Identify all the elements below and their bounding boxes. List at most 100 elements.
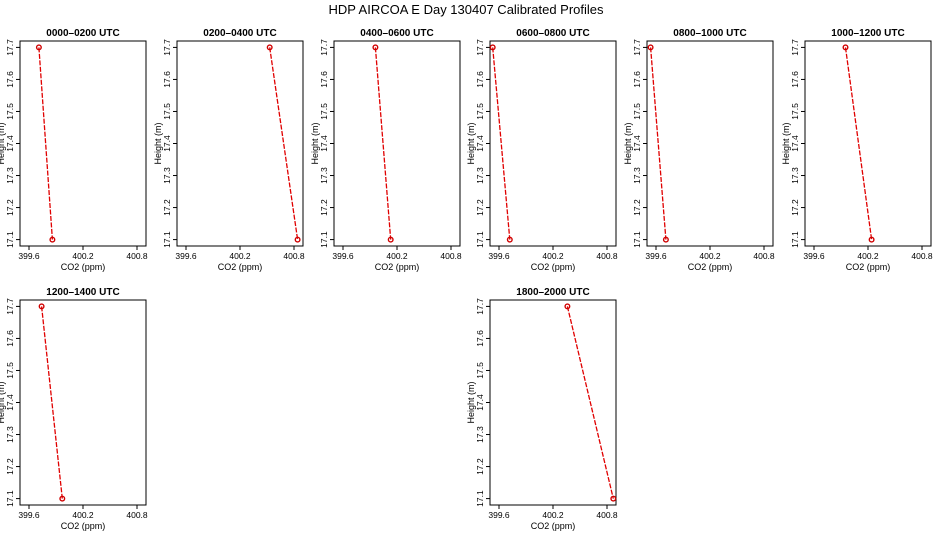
y-tick-label: 17.5 <box>632 103 642 120</box>
y-tick-label: 17.3 <box>319 167 329 184</box>
y-tick-label: 17.2 <box>5 199 15 216</box>
panel-frame <box>489 299 617 506</box>
y-tick-label: 17.3 <box>632 167 642 184</box>
x-tick-label: 400.2 <box>542 251 564 261</box>
x-tick-label: 400.8 <box>753 251 775 261</box>
profile-line <box>566 306 614 499</box>
y-tick-label: 17.7 <box>5 39 15 56</box>
x-tick-label: 399.6 <box>332 251 354 261</box>
panels-group: 0000–0200 UTC 399.6 400.2 400.8 CO2 (ppm) 17.… <box>0 28 933 531</box>
panel-title: 0000–0200 UTC <box>46 28 119 39</box>
y-tick-label: 17.5 <box>790 103 800 120</box>
x-axis-label: CO2 (ppm) <box>61 262 106 272</box>
y-tick-label: 17.6 <box>790 71 800 88</box>
y-tick-label: 17.7 <box>475 298 485 315</box>
data-point <box>59 495 66 502</box>
y-tick-label: 17.6 <box>162 71 172 88</box>
y-tick-label: 17.6 <box>632 71 642 88</box>
data-point <box>294 236 301 243</box>
data-point <box>647 44 654 51</box>
data-point <box>564 303 571 310</box>
x-tick-label: 399.6 <box>488 510 510 520</box>
x-tick-label: 399.6 <box>645 251 667 261</box>
panel-5: 1000–1200 UTC 399.6 400.2 400.8 CO2 (ppm) 17.… <box>781 28 933 272</box>
data-point <box>38 303 45 310</box>
x-tick-label: 399.6 <box>803 251 825 261</box>
y-tick-label: 17.7 <box>790 39 800 56</box>
y-tick-label: 17.2 <box>475 199 485 216</box>
data-point <box>868 236 875 243</box>
panel-frame <box>646 40 774 247</box>
panel-title: 1200–1400 UTC <box>46 287 119 298</box>
y-tick-label: 17.4 <box>319 135 329 152</box>
y-tick-label: 17.1 <box>475 231 485 248</box>
y-tick-label: 17.5 <box>162 103 172 120</box>
profile-line <box>492 47 511 240</box>
y-tick-label: 17.3 <box>475 167 485 184</box>
x-axis-label: CO2 (ppm) <box>688 262 733 272</box>
panel-6: 1200–1400 UTC 399.6 400.2 400.8 CO2 (ppm) 17.… <box>0 287 148 531</box>
y-tick-label: 17.6 <box>319 71 329 88</box>
panel-1: 0200–0400 UTC 399.6 400.2 400.8 CO2 (ppm) 17.… <box>153 28 305 272</box>
profile-line <box>844 47 873 240</box>
y-tick-label: 17.3 <box>5 167 15 184</box>
profile-line <box>269 47 299 240</box>
panel-0: 0000–0200 UTC 399.6 400.2 400.8 CO2 (ppm) 17.… <box>0 28 148 272</box>
panel-title: 1800–2000 UTC <box>516 287 589 298</box>
data-point <box>842 44 849 51</box>
data-point <box>266 44 273 51</box>
x-tick-label: 400.2 <box>386 251 408 261</box>
x-tick-label: 400.8 <box>126 510 148 520</box>
panel-frame <box>19 40 147 247</box>
y-axis-label: Height (m) <box>0 122 6 164</box>
x-tick-label: 400.2 <box>699 251 721 261</box>
y-tick-label: 17.5 <box>5 103 15 120</box>
y-tick-label: 17.4 <box>5 394 15 411</box>
panel-4: 0800–1000 UTC 399.6 400.2 400.8 CO2 (ppm) 17.… <box>623 28 775 272</box>
y-axis-label: Height (m) <box>310 122 320 164</box>
y-axis-label: Height (m) <box>0 381 6 423</box>
data-point <box>662 236 669 243</box>
x-tick-label: 400.8 <box>596 510 618 520</box>
x-axis-label: CO2 (ppm) <box>531 521 576 531</box>
y-tick-label: 17.4 <box>632 135 642 152</box>
y-tick-label: 17.7 <box>632 39 642 56</box>
y-tick-label: 17.2 <box>632 199 642 216</box>
y-tick-label: 17.1 <box>162 231 172 248</box>
y-tick-label: 17.1 <box>475 490 485 507</box>
y-tick-label: 17.2 <box>319 199 329 216</box>
panel-frame <box>333 40 461 247</box>
y-tick-label: 17.3 <box>475 426 485 443</box>
y-tick-label: 17.3 <box>162 167 172 184</box>
panel-frame <box>489 40 617 247</box>
x-tick-label: 400.8 <box>283 251 305 261</box>
y-axis-label: Height (m) <box>466 381 476 423</box>
profile-line <box>649 47 667 240</box>
y-tick-label: 17.1 <box>319 231 329 248</box>
x-tick-label: 400.2 <box>857 251 879 261</box>
x-tick-label: 400.2 <box>229 251 251 261</box>
y-tick-label: 17.5 <box>475 362 485 379</box>
x-axis-label: CO2 (ppm) <box>218 262 263 272</box>
x-tick-label: 399.6 <box>488 251 510 261</box>
panel-title: 0400–0600 UTC <box>360 28 433 39</box>
profile-line <box>374 47 392 240</box>
y-tick-label: 17.2 <box>5 458 15 475</box>
x-axis-label: CO2 (ppm) <box>61 521 106 531</box>
y-tick-label: 17.3 <box>790 167 800 184</box>
x-tick-label: 400.8 <box>596 251 618 261</box>
y-axis-label: Height (m) <box>153 122 163 164</box>
y-tick-label: 17.2 <box>162 199 172 216</box>
x-tick-label: 399.6 <box>175 251 197 261</box>
y-tick-label: 17.5 <box>5 362 15 379</box>
y-axis-label: Height (m) <box>781 122 791 164</box>
panel-title: 0800–1000 UTC <box>673 28 746 39</box>
y-tick-label: 17.1 <box>632 231 642 248</box>
x-tick-label: 399.6 <box>18 510 40 520</box>
y-tick-label: 17.4 <box>162 135 172 152</box>
y-tick-label: 17.7 <box>162 39 172 56</box>
data-point <box>387 236 394 243</box>
y-tick-label: 17.6 <box>5 330 15 347</box>
profile-line <box>38 47 54 240</box>
x-axis-label: CO2 (ppm) <box>846 262 891 272</box>
